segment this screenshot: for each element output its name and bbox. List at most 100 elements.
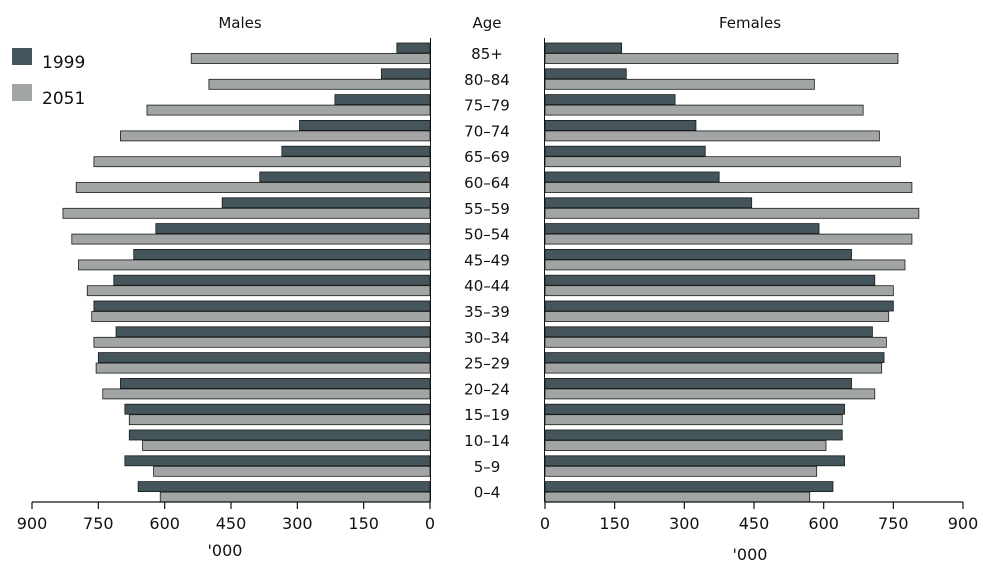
bar-females-2051-0-4 xyxy=(544,491,811,503)
bar-females-2051-55-59 xyxy=(544,207,920,219)
bar-females-2051-85 xyxy=(544,53,899,64)
age-label-20-24: 20–24 xyxy=(464,380,510,398)
age-label-60-64: 60–64 xyxy=(464,174,510,192)
age-label-80-84: 80–84 xyxy=(464,71,510,89)
females-panel-title: Females xyxy=(719,14,781,32)
bar-females-2051-80-84 xyxy=(544,78,815,90)
age-label-10-14: 10–14 xyxy=(464,432,510,450)
bar-females-1999-65-69 xyxy=(544,145,706,157)
bar-females-2051-75-79 xyxy=(544,104,864,116)
bar-males-1999-30-34 xyxy=(115,326,431,338)
males-x-axis: 900 750 600 450 300 150 0 xyxy=(17,501,435,533)
age-label-30-34: 30–34 xyxy=(464,329,510,347)
bar-males-2051-30-34 xyxy=(93,336,431,348)
age-label-40-44: 40–44 xyxy=(464,277,510,295)
bar-females-2051-15-19 xyxy=(544,414,843,426)
bar-males-2051-65-69 xyxy=(93,156,431,168)
bar-males-2051-50-54 xyxy=(71,233,431,245)
bar-females-1999-20-24 xyxy=(544,377,852,389)
bar-females-2051-35-39 xyxy=(544,311,890,322)
age-label-65-69: 65–69 xyxy=(464,148,510,166)
bar-females-1999-10-14 xyxy=(544,429,843,441)
bar-females-2051-5-9 xyxy=(544,465,818,477)
bar-females-2051-10-14 xyxy=(544,440,827,451)
males-tick-label-0: 0 xyxy=(425,514,435,533)
bar-males-1999-25-29 xyxy=(97,352,431,364)
bar-males-2051-75-79 xyxy=(146,104,431,116)
bar-females-1999-50-54 xyxy=(544,223,820,235)
bar-females-2051-65-69 xyxy=(544,156,901,168)
bar-females-1999-35-39 xyxy=(544,300,894,312)
bar-males-2051-85 xyxy=(190,53,431,64)
age-column-title: Age xyxy=(472,14,501,32)
bar-females-1999-45-49 xyxy=(544,248,852,260)
legend-label-1999: 1999 xyxy=(42,53,85,73)
age-label-70-74: 70–74 xyxy=(464,122,510,140)
females-x-axis-unit: '000 xyxy=(733,545,768,562)
females-bars xyxy=(544,38,920,503)
bar-males-2051-0-4 xyxy=(159,491,431,503)
age-labels: 85+ 80–84 75–79 70–74 65–69 60–64 55–59 50–54 45… xyxy=(464,45,510,502)
age-label-25-29: 25–29 xyxy=(464,355,510,373)
females-tick-label-750: 750 xyxy=(878,514,909,533)
bar-females-2051-70-74 xyxy=(544,130,880,142)
bar-females-1999-60-64 xyxy=(544,171,720,183)
bar-males-1999-80-84 xyxy=(380,68,431,80)
bar-females-2051-30-34 xyxy=(544,336,887,348)
bar-females-2051-50-54 xyxy=(544,233,913,245)
bar-males-1999-35-39 xyxy=(93,300,431,312)
age-label-85: 85+ xyxy=(471,45,503,63)
females-tick-label-900: 900 xyxy=(948,514,979,533)
bar-males-1999-5-9 xyxy=(124,455,431,467)
males-panel-title: Males xyxy=(218,14,262,32)
bar-females-1999-85 xyxy=(544,42,623,54)
males-tick-label-300: 300 xyxy=(282,514,313,533)
age-label-15-19: 15–19 xyxy=(464,406,510,424)
bar-males-1999-60-64 xyxy=(259,171,431,183)
legend-swatch-1999 xyxy=(12,48,32,65)
males-tick-label-750: 750 xyxy=(83,514,114,533)
bar-females-1999-55-59 xyxy=(544,197,753,209)
bar-males-2051-20-24 xyxy=(102,388,431,400)
bar-males-1999-0-4 xyxy=(137,481,431,493)
females-tick-label-0: 0 xyxy=(540,514,550,533)
age-label-50-54: 50–54 xyxy=(464,226,510,244)
bar-males-1999-45-49 xyxy=(133,248,431,260)
legend-swatch-2051 xyxy=(12,84,32,101)
bar-males-1999-40-44 xyxy=(113,274,431,286)
males-tick-label-900: 900 xyxy=(17,514,48,533)
bar-males-1999-50-54 xyxy=(155,223,431,235)
females-tick-label-300: 300 xyxy=(669,514,700,533)
bar-males-1999-55-59 xyxy=(221,197,431,209)
bar-females-2051-45-49 xyxy=(544,259,906,271)
males-tick-label-600: 600 xyxy=(149,514,180,533)
legend: 1999 2051 xyxy=(12,48,85,109)
males-tick-label-450: 450 xyxy=(216,514,247,533)
bar-males-1999-85 xyxy=(396,42,431,54)
bar-males-1999-15-19 xyxy=(124,403,431,415)
bar-females-1999-15-19 xyxy=(544,403,845,415)
age-label-75-79: 75–79 xyxy=(464,97,510,115)
bar-males-2051-40-44 xyxy=(86,285,431,297)
bar-males-1999-70-74 xyxy=(299,120,431,131)
bar-females-1999-70-74 xyxy=(544,120,697,131)
bar-females-1999-75-79 xyxy=(544,94,676,105)
bar-males-2051-80-84 xyxy=(208,78,431,90)
bar-males-2051-15-19 xyxy=(128,414,431,426)
bar-males-2051-10-14 xyxy=(142,440,431,451)
bar-females-1999-80-84 xyxy=(544,68,627,80)
age-label-45-49: 45–49 xyxy=(464,251,510,269)
bar-males-1999-10-14 xyxy=(128,429,431,441)
age-label-0-4: 0–4 xyxy=(474,484,501,502)
bar-females-2051-25-29 xyxy=(544,362,883,374)
age-label-5-9: 5–9 xyxy=(474,458,501,476)
males-x-axis-unit: '000 xyxy=(208,541,243,560)
bar-males-2051-5-9 xyxy=(153,465,431,477)
bar-females-1999-30-34 xyxy=(544,326,873,338)
females-tick-label-150: 150 xyxy=(599,514,630,533)
bar-females-2051-60-64 xyxy=(544,182,913,193)
bar-females-1999-5-9 xyxy=(544,455,845,467)
age-label-35-39: 35–39 xyxy=(464,303,510,321)
bar-females-2051-20-24 xyxy=(544,388,876,400)
bar-females-1999-25-29 xyxy=(544,352,885,364)
